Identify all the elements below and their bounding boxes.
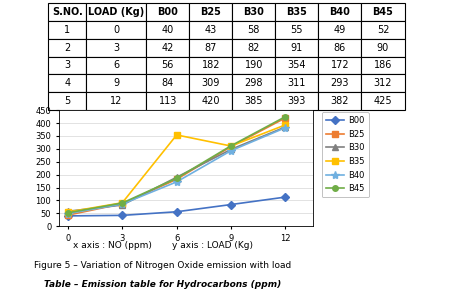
B30	[228, 148, 234, 151]
Line: B45: B45	[65, 114, 288, 215]
B00	[283, 195, 288, 199]
B35	[120, 201, 125, 204]
B25	[283, 116, 288, 120]
B00	[228, 203, 234, 206]
Legend: B00, B25, B30, B35, B40, B45: B00, B25, B30, B35, B40, B45	[322, 112, 369, 197]
B25	[120, 202, 125, 206]
B40	[283, 126, 288, 129]
Text: Table – Emission table for Hydrocarbons (ppm): Table – Emission table for Hydrocarbons …	[44, 280, 282, 289]
B40	[120, 202, 125, 206]
Line: B35: B35	[65, 122, 288, 215]
B00	[65, 214, 71, 218]
B45	[174, 177, 179, 180]
B40	[174, 180, 179, 184]
B40	[228, 149, 234, 153]
B30	[283, 125, 288, 129]
B25	[174, 177, 179, 181]
B30	[65, 209, 71, 213]
B30	[120, 203, 125, 207]
B00	[174, 210, 179, 213]
Text: Figure 5 – Variation of Nitrogen Oxide emission with load: Figure 5 – Variation of Nitrogen Oxide e…	[34, 261, 292, 270]
B45	[65, 211, 71, 215]
B35	[65, 210, 71, 214]
Line: B30: B30	[65, 124, 288, 214]
B35	[174, 133, 179, 137]
Line: B00: B00	[65, 194, 288, 219]
B45	[283, 115, 288, 118]
Line: B25: B25	[65, 115, 288, 218]
B25	[228, 145, 234, 148]
B00	[120, 214, 125, 217]
Line: B40: B40	[64, 124, 289, 218]
B45	[120, 201, 125, 205]
Text: x axis : NO (ppm)       y axis : LOAD (Kg): x axis : NO (ppm) y axis : LOAD (Kg)	[73, 241, 253, 250]
B35	[228, 144, 234, 148]
B45	[228, 144, 234, 148]
B40	[65, 212, 71, 215]
B25	[65, 213, 71, 217]
B35	[283, 123, 288, 127]
B30	[174, 175, 179, 179]
